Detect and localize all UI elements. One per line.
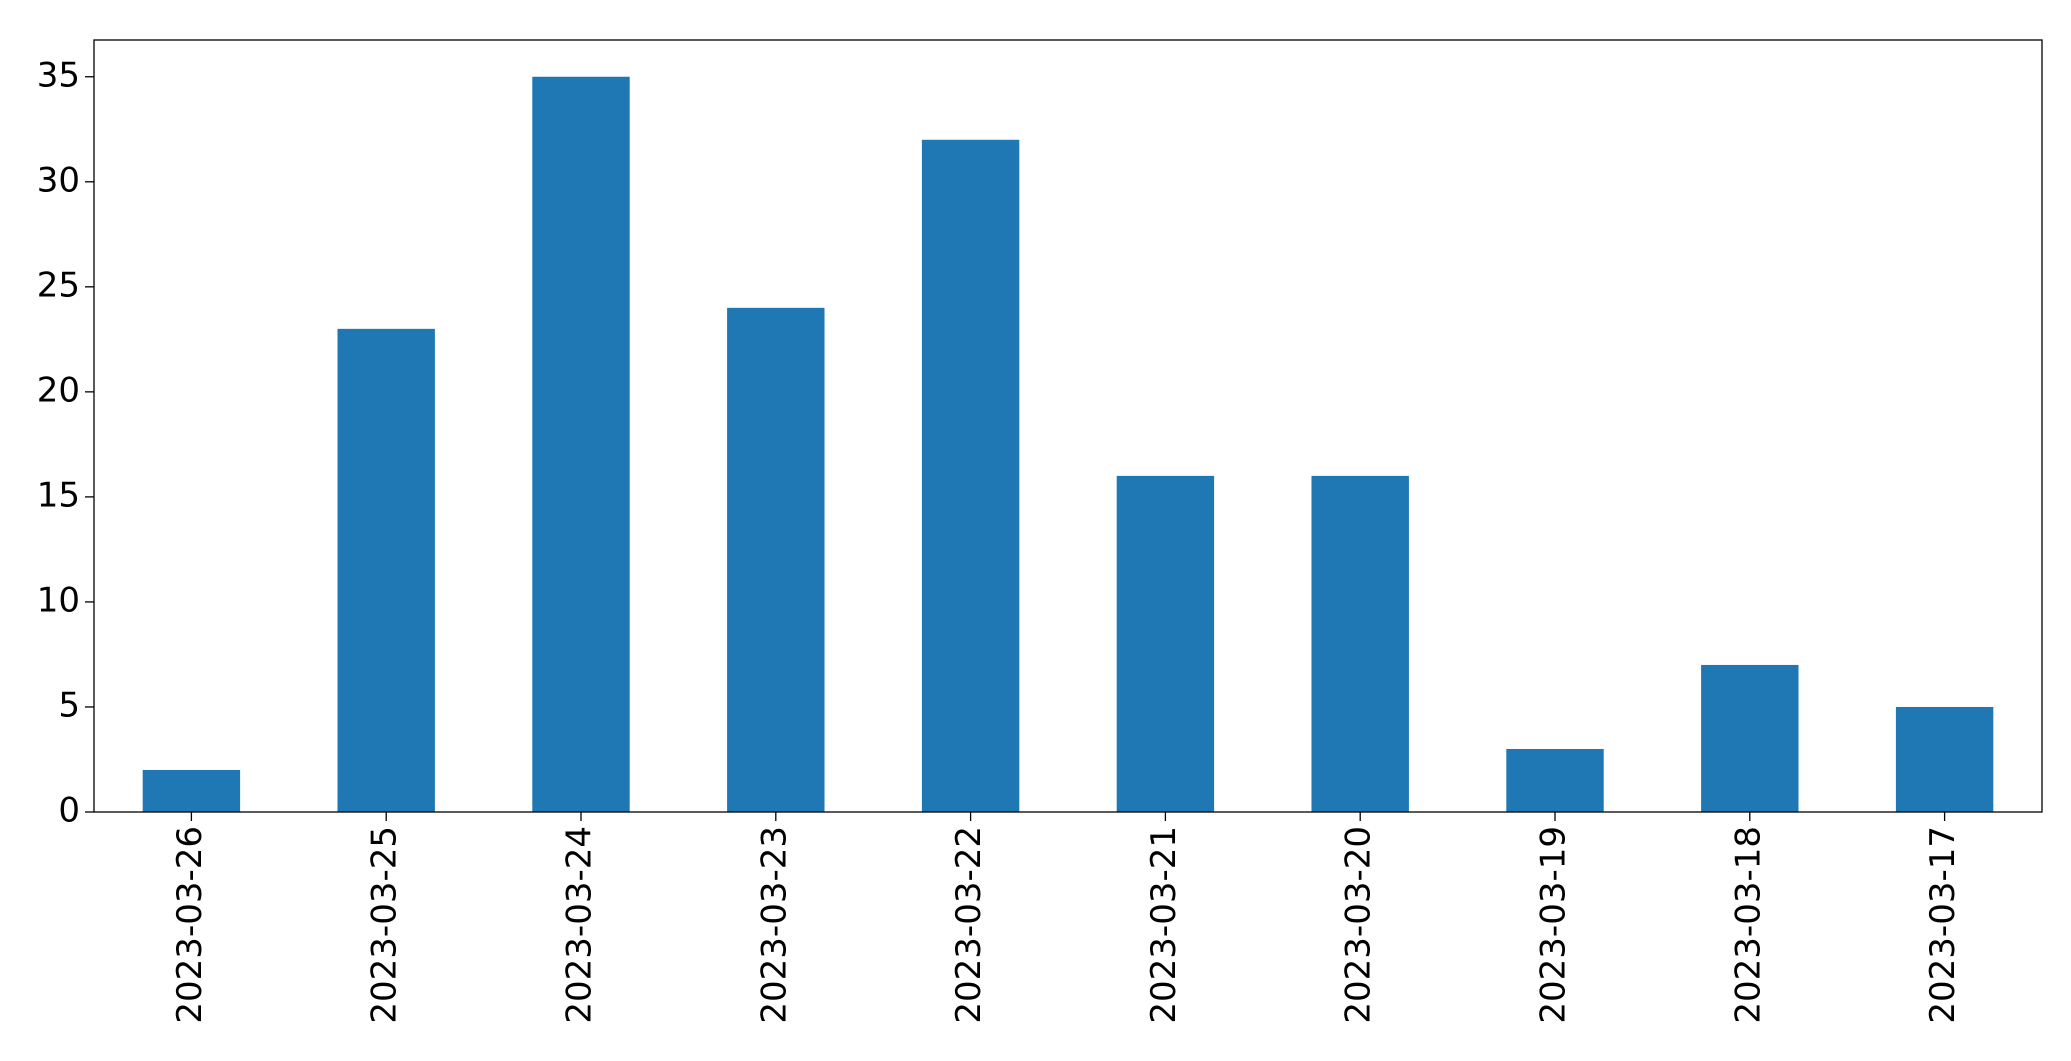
x-tick-label: 2023-03-24 [560,826,600,1024]
bar [532,76,630,812]
bar [921,139,1020,812]
x-tick-label: 2023-03-20 [1339,826,1379,1024]
y-tick-label: 20 [37,370,80,410]
y-tick-label: 35 [37,55,80,95]
x-tick-label: 2023-03-23 [754,826,794,1024]
y-tick-label: 25 [37,265,80,305]
x-tick-label: 2023-03-19 [1534,826,1574,1024]
y-tick-label: 15 [37,475,80,515]
x-tick-label: 2023-03-26 [170,826,210,1024]
y-tick-label: 10 [37,580,80,620]
bar [337,328,435,812]
bar [1506,748,1604,812]
x-tick-label: 2023-03-17 [1923,826,1963,1024]
y-tick-label: 5 [58,685,80,725]
bar [142,769,241,812]
bar [1895,706,1994,812]
bar [1311,475,1409,812]
bar [727,307,825,812]
bar [1116,475,1215,812]
x-tick-label: 2023-03-18 [1728,826,1768,1024]
x-tick-label: 2023-03-21 [1144,826,1184,1024]
y-tick-label: 0 [58,791,80,831]
bar [1701,664,1799,812]
x-tick-label: 2023-03-22 [949,826,989,1024]
y-tick-label: 30 [37,160,80,200]
x-tick-label: 2023-03-25 [365,826,405,1024]
plot-frame [93,39,2043,813]
